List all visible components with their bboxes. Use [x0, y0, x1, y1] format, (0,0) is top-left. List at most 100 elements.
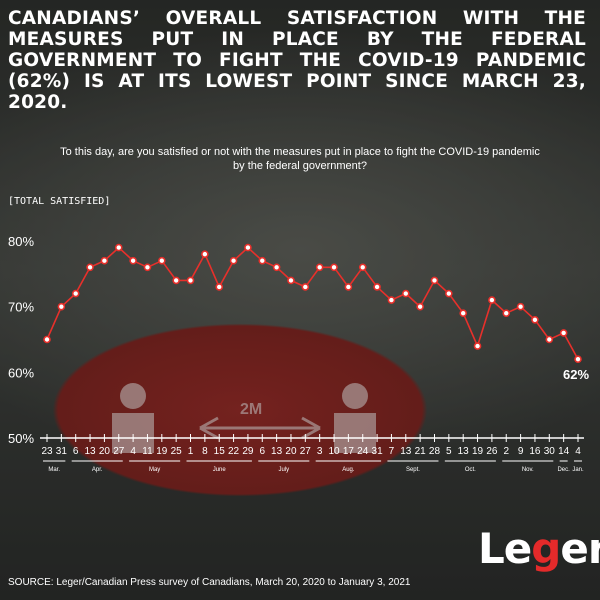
month-label: Sept.	[406, 467, 420, 473]
data-point	[545, 335, 554, 344]
x-tick-label: 5	[446, 446, 452, 457]
x-tick-label: 8	[202, 446, 208, 457]
x-tick-label: 13	[84, 446, 96, 457]
y-tick-label: 70%	[8, 300, 34, 315]
data-point	[143, 263, 152, 272]
y-tick-label: 60%	[8, 365, 34, 380]
x-tick-label: 31	[372, 446, 384, 457]
data-point	[186, 276, 195, 285]
data-point	[358, 263, 367, 272]
data-point	[516, 302, 525, 311]
x-tick-label: 4	[130, 446, 136, 457]
chart-plot: 62%	[43, 243, 589, 382]
data-point	[502, 309, 511, 318]
month-label: Mar.	[48, 467, 60, 473]
data-point	[430, 276, 439, 285]
data-point	[416, 302, 424, 311]
chart-axes: 50%60%70%80%23 31 6 13 20 27 4 11 19 25 1 8 15 22 29 6 1…	[8, 234, 584, 473]
survey-question: To this day, are you satisfied or not wi…	[60, 146, 540, 172]
month-label: Oct.	[465, 467, 476, 473]
data-point	[201, 250, 209, 258]
arrow-left-icon	[199, 416, 260, 440]
x-tick-label: 3	[317, 446, 323, 457]
data-point	[43, 335, 51, 344]
x-tick-label: 25	[171, 446, 183, 457]
data-point	[401, 289, 410, 298]
data-point	[258, 256, 267, 265]
x-tick-label: 16	[529, 446, 541, 457]
x-tick-label: 6	[73, 446, 79, 457]
data-point	[86, 263, 94, 272]
data-point	[158, 256, 166, 265]
data-point	[531, 315, 539, 324]
arrow-right-icon	[260, 416, 321, 440]
x-tick-label: 29	[242, 446, 254, 457]
month-label: June	[213, 467, 227, 473]
data-point	[100, 256, 109, 265]
data-point	[559, 329, 568, 337]
data-point	[129, 256, 137, 265]
x-tick-label: 14	[558, 446, 570, 457]
y-tick-label: 50%	[8, 431, 34, 446]
month-label: May	[149, 467, 160, 473]
page-title: Canadians’ overall satisfaction with the…	[8, 8, 586, 113]
data-point	[488, 296, 496, 304]
data-point	[315, 263, 324, 272]
x-tick-label: 20	[285, 446, 297, 457]
data-point	[459, 309, 467, 318]
data-point	[172, 276, 180, 285]
data-point	[574, 355, 582, 364]
x-tick-label: 7	[389, 446, 395, 457]
month-label: Nov.	[522, 467, 534, 473]
x-tick-label: 17	[343, 446, 355, 457]
x-tick-label: 27	[300, 446, 312, 457]
x-tick-label: 11	[142, 446, 153, 457]
month-label: Apr.	[92, 467, 103, 473]
data-point	[387, 296, 396, 304]
data-point	[344, 283, 353, 291]
x-tick-label: 22	[228, 446, 240, 457]
chart-y-label: [TOTAL SATISFIED]	[8, 196, 111, 207]
x-tick-label: 27	[113, 446, 125, 457]
x-tick-label: 13	[400, 446, 412, 457]
x-tick-label: 6	[259, 446, 265, 457]
data-point	[445, 289, 453, 298]
data-point	[57, 302, 66, 311]
data-point	[473, 342, 482, 350]
x-tick-label: 19	[472, 446, 484, 457]
data-point	[215, 283, 224, 291]
series-line	[46, 246, 579, 360]
x-tick-label: 1	[188, 446, 194, 457]
month-label: Jan.	[572, 467, 584, 473]
x-tick-label: 2	[503, 446, 509, 457]
month-label: July	[278, 467, 289, 473]
x-tick-label: 20	[99, 446, 111, 457]
x-tick-label: 26	[486, 446, 498, 457]
x-tick-label: 21	[415, 446, 427, 457]
end-value-label: 62%	[563, 367, 589, 382]
x-tick-label: 13	[458, 446, 470, 457]
data-point	[71, 289, 80, 298]
data-point	[287, 276, 295, 285]
floor-sign-graphic: 2M	[112, 383, 376, 453]
x-tick-label: 15	[214, 446, 226, 457]
data-point	[244, 243, 252, 252]
x-tick-label: 19	[156, 446, 168, 457]
y-tick-label: 80%	[8, 234, 34, 249]
x-tick-label: 13	[271, 446, 283, 457]
x-tick-label: 31	[56, 446, 68, 457]
x-tick-label: 30	[544, 446, 556, 457]
x-tick-label: 10	[328, 446, 340, 457]
leger-logo: Leger	[478, 524, 600, 573]
x-tick-label: 24	[357, 446, 369, 457]
data-point	[272, 263, 281, 272]
data-point	[301, 283, 310, 291]
data-point	[229, 256, 238, 265]
floor-sign-text: 2M	[240, 401, 262, 418]
x-tick-label: 4	[575, 446, 581, 457]
data-point	[330, 263, 338, 272]
month-label: Dec.	[557, 467, 570, 473]
